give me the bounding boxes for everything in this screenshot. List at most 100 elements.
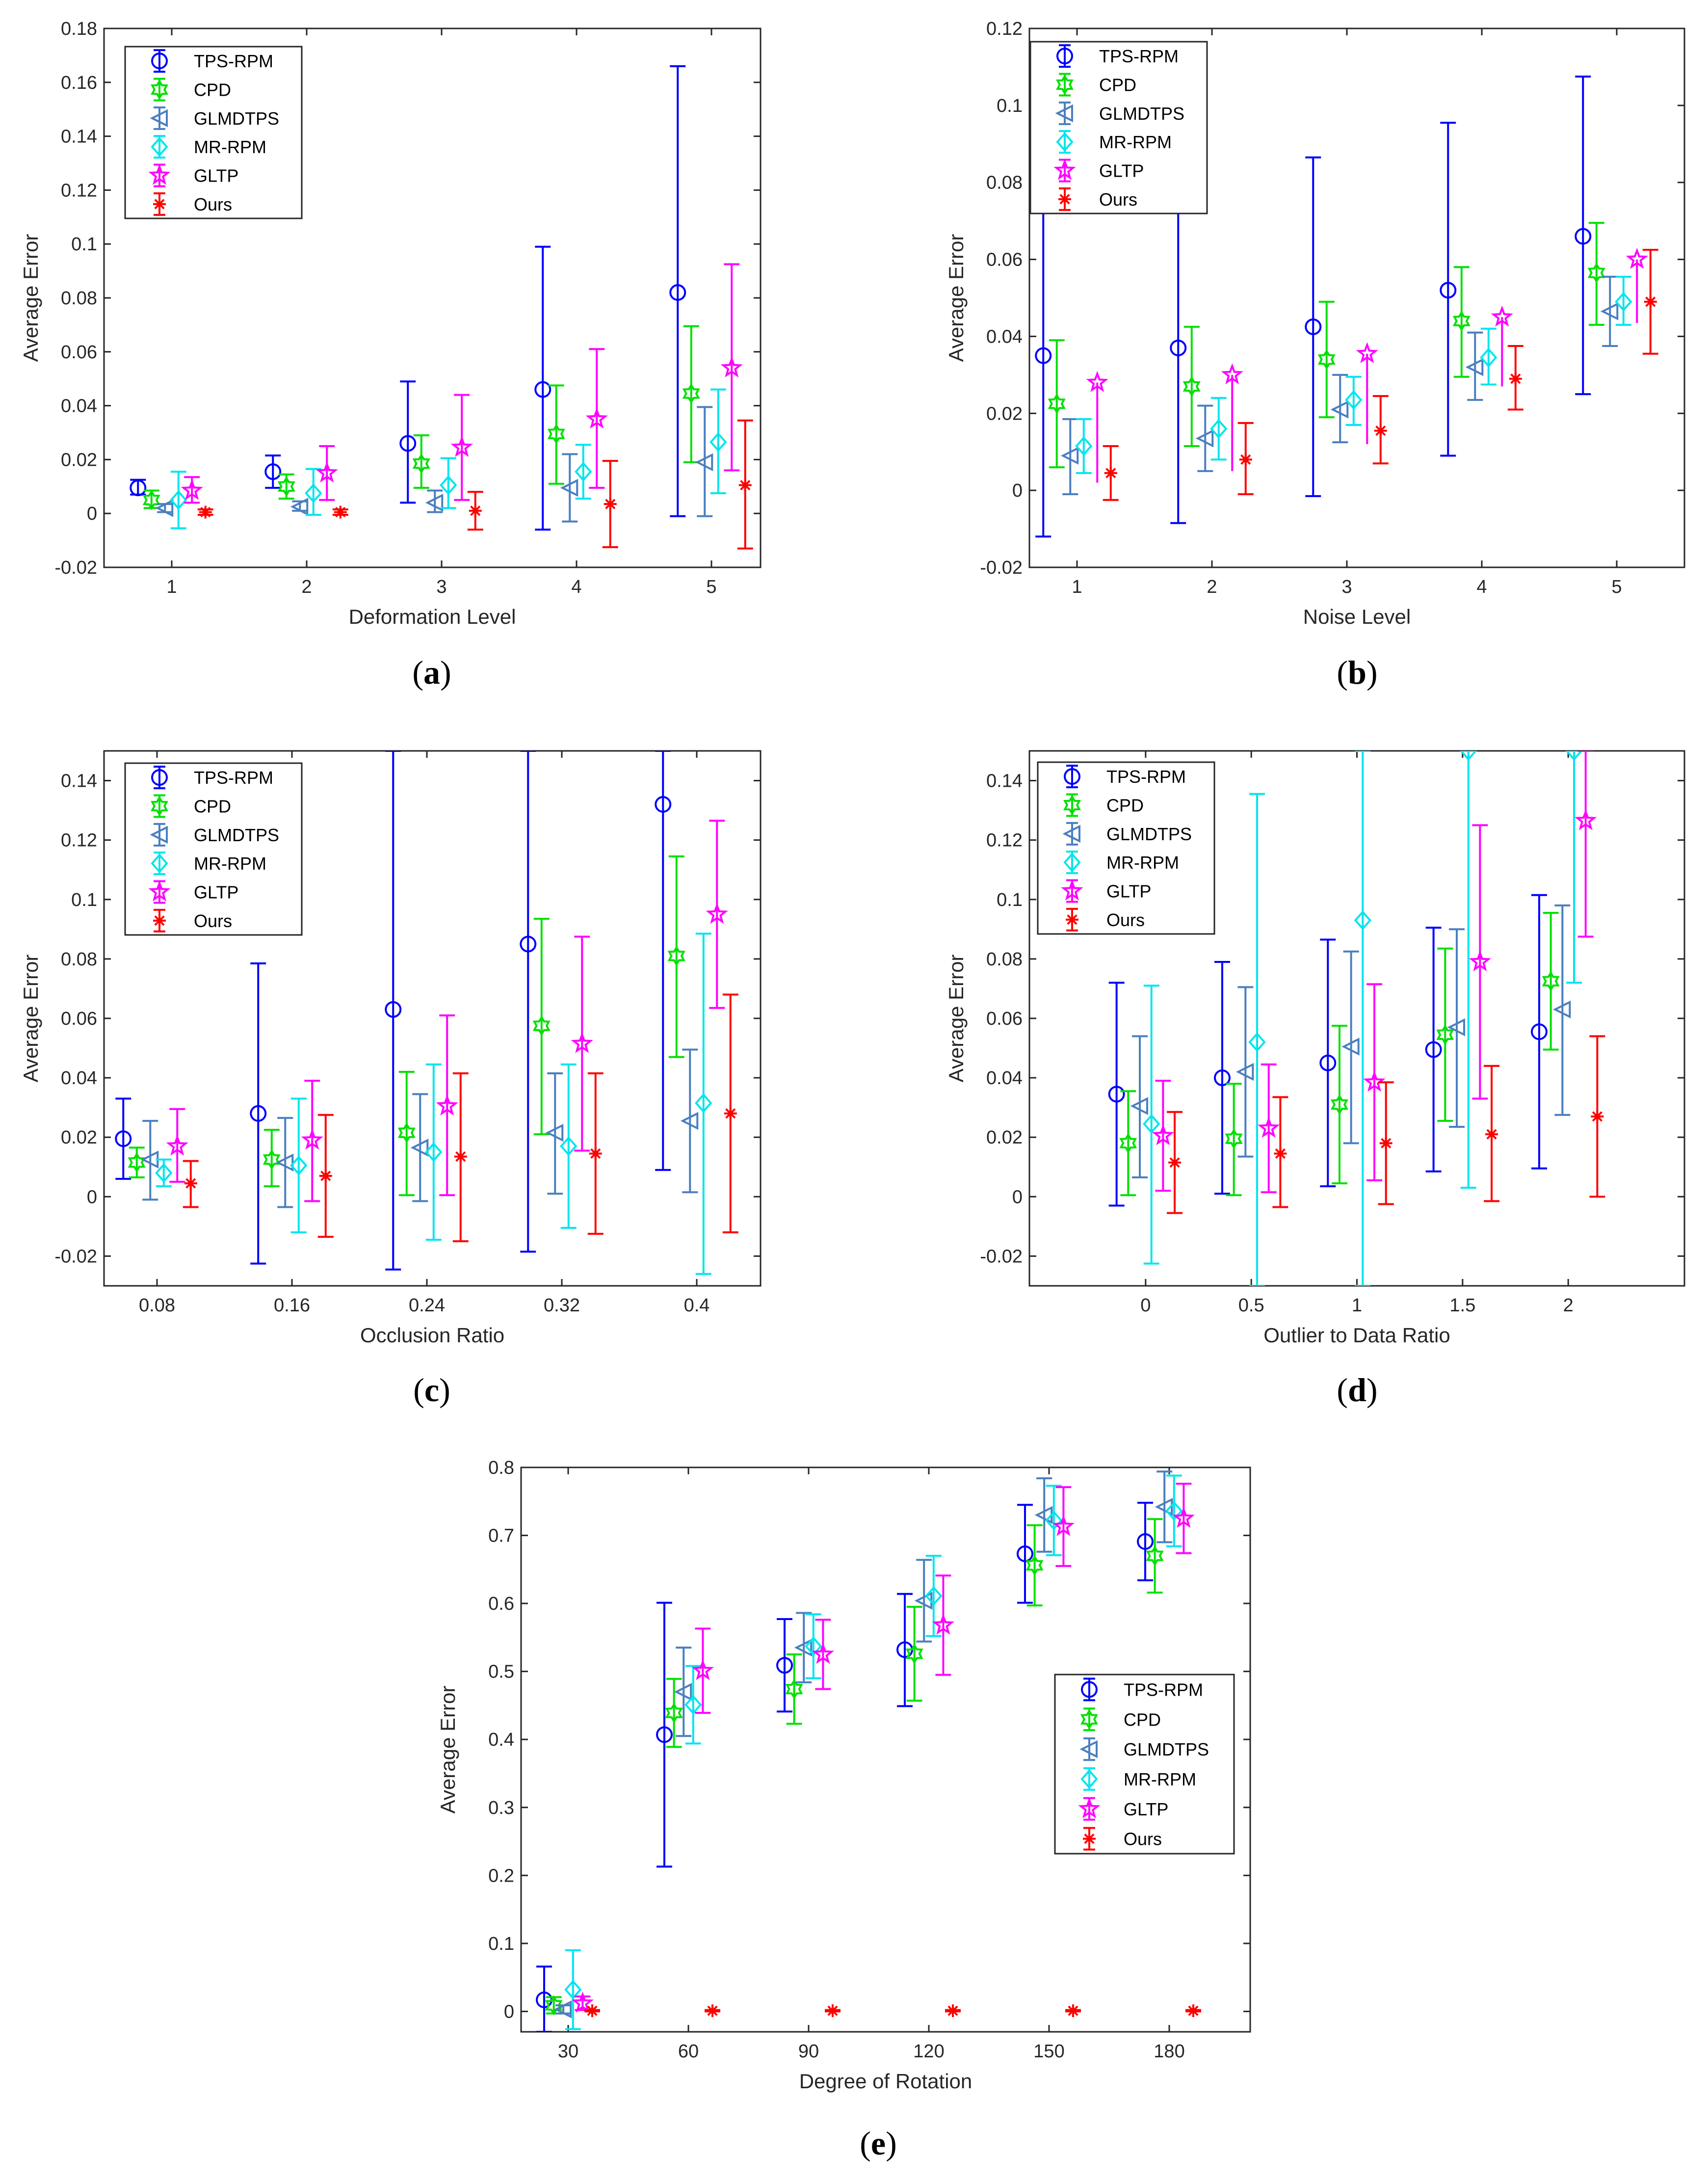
- legend-entry-tps-rpm: TPS-RPM: [151, 49, 273, 73]
- marker-triangle-left: [1060, 447, 1079, 465]
- legend-marker: [151, 769, 168, 786]
- marker-triangle-left: [410, 1139, 429, 1157]
- legend-marker: [1056, 74, 1074, 95]
- data-point: [1170, 170, 1187, 524]
- series-tps-rpm: [1035, 76, 1592, 538]
- marker-asterisk: [1067, 2004, 1079, 2018]
- legend-label: GLTP: [194, 166, 238, 186]
- marker-triangle-left: [794, 1638, 813, 1657]
- marker-circle: [385, 1001, 402, 1018]
- series-glmdtps: [553, 1470, 1173, 2019]
- data-point: [1317, 300, 1336, 419]
- marker-triangle-left: [1447, 1018, 1465, 1037]
- data-point: [945, 2004, 961, 2018]
- y-tick-label: 0.06: [61, 342, 97, 363]
- chart-a: -0.02 0 0.02 0.04 0.06 0.08 0.1 0.12 0.14 0.16 0.1…: [19, 19, 762, 691]
- legend-marker: [1058, 192, 1071, 206]
- marker-pentagram: [1152, 1124, 1174, 1145]
- legend-entry-mr-rpm: MR-RPM: [1080, 1767, 1196, 1791]
- series-glmdtps: [140, 1048, 699, 1208]
- marker-diamond: [290, 1155, 308, 1175]
- y-tick-label: 0.3: [488, 1798, 514, 1818]
- marker-circle: [534, 381, 552, 398]
- data-point: [587, 1072, 604, 1235]
- marker-hexagram: [1330, 1094, 1348, 1115]
- data-point: [130, 479, 147, 497]
- x-tick-label: 2: [1207, 577, 1217, 597]
- marker-asterisk: [1374, 424, 1387, 437]
- data-point: [1341, 950, 1360, 1144]
- data-point: [1272, 1096, 1288, 1208]
- data-point: [1447, 928, 1465, 1128]
- marker-triangle-left: [155, 499, 174, 517]
- legend-marker: [1078, 1797, 1101, 1818]
- marker-pentagram: [1626, 247, 1648, 269]
- legend-marker: [153, 914, 166, 927]
- x-tick-label: 5: [1611, 577, 1622, 597]
- marker-pentagram: [706, 903, 728, 924]
- marker-pentagram: [315, 461, 338, 483]
- legend-entry-cpd: CPD: [1056, 73, 1136, 97]
- legend-entry-mr-rpm: MR-RPM: [151, 135, 266, 159]
- y-axis-label: Average Error: [436, 1686, 459, 1814]
- marker-pentagram: [720, 356, 743, 377]
- legend-box: [1054, 1674, 1235, 1855]
- data-point: [450, 394, 473, 501]
- data-point: [397, 1071, 416, 1197]
- data-point: [181, 476, 203, 504]
- data-point: [545, 1995, 563, 2016]
- marker-hexagram: [412, 453, 430, 474]
- marker-triangle-left: [275, 1153, 294, 1171]
- legend-entry-ours: Ours: [153, 192, 232, 216]
- data-point: [1425, 927, 1442, 1172]
- marker-circle: [656, 1726, 673, 1743]
- marker-hexagram: [142, 490, 160, 510]
- marker-diamond: [155, 1163, 173, 1183]
- data-point: [1119, 1090, 1137, 1197]
- data-point: [1035, 174, 1052, 538]
- marker-triangle-left: [1330, 400, 1349, 419]
- legend-entry-ours: Ours: [1083, 1827, 1162, 1851]
- marker-triangle-left: [1552, 1000, 1571, 1019]
- data-point: [1589, 1035, 1605, 1198]
- legend-label: GLMDTPS: [194, 108, 279, 129]
- data-point: [1221, 363, 1243, 471]
- data-point: [1480, 327, 1498, 386]
- legend-label: MR-RPM: [1124, 1769, 1196, 1789]
- y-tick-label: 0.06: [986, 250, 1023, 270]
- marker-pentagram: [1575, 809, 1597, 830]
- data-point: [932, 1574, 954, 1676]
- x-tick-label: 90: [798, 2041, 819, 2062]
- data-point: [1195, 404, 1214, 472]
- legend-entry-mr-rpm: MR-RPM: [151, 852, 266, 876]
- data-point: [534, 245, 552, 531]
- series-gltp: [1152, 751, 1597, 1194]
- legend-label: GLTP: [1106, 881, 1151, 902]
- y-tick-label: 0: [87, 504, 97, 524]
- marker-diamond: [925, 1586, 943, 1606]
- legend-label: GLMDTPS: [1106, 824, 1192, 844]
- marker-diamond: [1143, 1114, 1160, 1134]
- marker-triangle-left: [553, 2000, 572, 2019]
- panel-label-c: (c): [413, 1371, 450, 1409]
- marker-circle: [1319, 1054, 1337, 1071]
- legend-label: Ours: [1106, 910, 1145, 930]
- data-point: [709, 388, 727, 495]
- legend-label: Ours: [1099, 189, 1137, 210]
- x-tick-label: 2: [1563, 1295, 1574, 1316]
- marker-circle: [1108, 1086, 1125, 1103]
- panel-label-a: (a): [412, 654, 451, 691]
- y-tick-label: -0.02: [54, 1246, 97, 1267]
- data-point: [115, 1097, 132, 1180]
- data-point: [1137, 1502, 1154, 1581]
- data-point: [290, 1097, 308, 1233]
- y-tick-label: 0.12: [61, 830, 97, 851]
- y-tick-label: 0.1: [71, 890, 97, 910]
- y-tick-label: 0.12: [986, 19, 1023, 39]
- data-point: [667, 855, 685, 1058]
- data-point: [571, 935, 593, 1152]
- data-point: [140, 1119, 159, 1201]
- y-tick-label: 0.08: [61, 288, 97, 309]
- data-point: [1440, 122, 1457, 457]
- marker-diamond: [695, 1093, 712, 1113]
